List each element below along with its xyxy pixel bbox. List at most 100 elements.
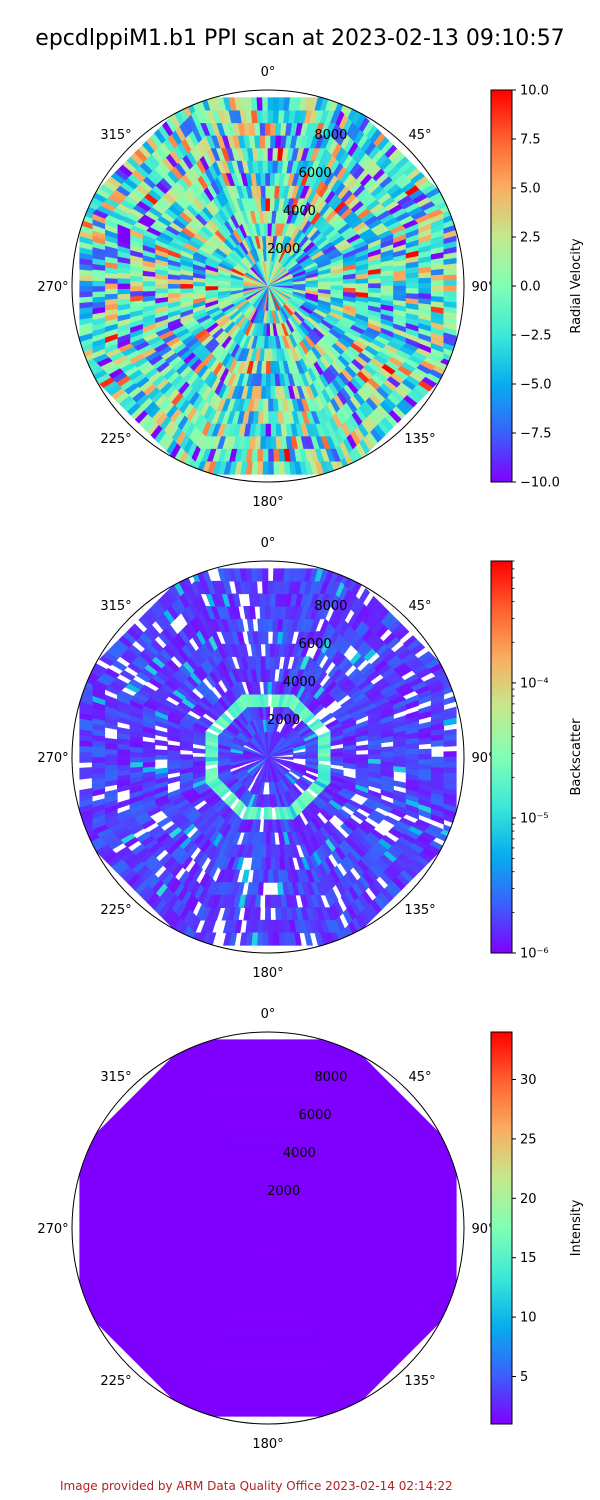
ppi-cell <box>262 869 269 883</box>
ppi-cell <box>272 448 280 463</box>
ppi-cell <box>267 97 274 111</box>
range-tick-label: 6000 <box>299 1108 332 1123</box>
ppi-cell <box>405 699 420 711</box>
polar-frame <box>71 1031 465 1425</box>
ppi-cell <box>264 122 272 136</box>
range-tick-label: 4000 <box>283 204 316 219</box>
ppi-cell <box>262 398 269 412</box>
ppi-cell <box>130 623 145 637</box>
ppi-cell <box>262 932 269 946</box>
ppi-cell <box>260 185 267 199</box>
ppi-cell <box>393 280 407 287</box>
ppi-cell <box>154 739 168 747</box>
ppi-cell <box>270 593 277 607</box>
ppi-cell <box>193 849 205 865</box>
colorbar-tick-label: −10.0 <box>520 476 560 491</box>
ppi-cell <box>262 109 269 124</box>
ppi-cell <box>250 857 258 871</box>
ppi-cell <box>91 761 106 769</box>
ppi-cell <box>262 97 269 111</box>
ppi-cell <box>189 1039 347 1053</box>
colorbar-tick-label: −7.5 <box>520 427 552 442</box>
colorbar-tick-label: 10⁻⁵ <box>520 812 549 827</box>
angle-tick-label: 135° <box>404 432 435 447</box>
ppi-cell <box>104 759 118 766</box>
ppi-cell <box>269 831 276 846</box>
ppi-cell <box>117 798 131 810</box>
ppi-cell <box>254 593 261 607</box>
ppi-cell <box>221 907 231 921</box>
ppi-cell <box>167 1185 181 1271</box>
ppi-cell <box>270 894 277 909</box>
range-tick-label: 4000 <box>283 675 316 690</box>
ppi-cell <box>225 1127 311 1141</box>
ppi-cell <box>272 932 280 946</box>
ppi-cell <box>194 1051 342 1066</box>
colorbar-tick-label: 2.5 <box>520 231 541 246</box>
colorbar-tick-label: 7.5 <box>520 133 541 148</box>
ppi-cell <box>129 756 143 763</box>
ppi-cell <box>352 810 368 822</box>
ppi-cell <box>265 668 271 683</box>
ppi-cell <box>142 741 156 748</box>
ppi-cell <box>282 656 291 670</box>
polar-frame <box>71 560 465 954</box>
colorbar-label: Radial Velocity <box>569 238 584 334</box>
ppi-cell <box>246 882 255 896</box>
ppi-cell <box>194 1390 342 1405</box>
ppi-cell <box>117 759 131 766</box>
ppi-cell <box>269 668 276 683</box>
ppi-cell <box>430 1154 445 1302</box>
ppi-cell <box>393 766 407 773</box>
ppi-cell <box>129 280 143 287</box>
ppi-cell <box>250 580 258 595</box>
ppi-cell <box>257 147 264 161</box>
figure-title: epcdlppiM1.b1 PPI scan at 2023-02-13 09:… <box>35 26 565 51</box>
ppi-cell <box>418 272 432 279</box>
ppi-cell <box>430 739 445 747</box>
ppi-cell <box>393 780 407 789</box>
ppi-cell <box>103 668 120 679</box>
ppi-cell <box>267 411 274 425</box>
colorbar <box>490 1031 513 1425</box>
ppi-cell <box>204 1201 219 1255</box>
ppi-cell <box>342 1191 357 1265</box>
ppi-cell <box>405 748 420 755</box>
ppi-cell <box>267 618 274 632</box>
ppi-cell <box>142 761 156 768</box>
ppi-cell <box>443 274 457 282</box>
ppi-cell <box>303 712 316 725</box>
ppi-cell <box>142 751 156 758</box>
ppi-cell <box>317 1201 332 1255</box>
angle-tick-label: 180° <box>252 495 283 510</box>
ppi-cell <box>358 587 370 604</box>
ppi-cell <box>316 669 328 685</box>
ppi-cell <box>270 423 277 438</box>
ppi-cell <box>418 737 432 745</box>
ppi-cell <box>272 461 280 475</box>
ppi-cell <box>330 760 344 767</box>
ppi-cell <box>267 932 274 946</box>
ppi-cell <box>79 296 93 304</box>
ppi-cell <box>257 631 264 645</box>
colorbar-label: Backscatter <box>569 718 584 796</box>
ppi-cell <box>142 280 156 287</box>
ppi-cell <box>269 360 276 375</box>
ppi-cell <box>368 754 382 760</box>
ppi-cell <box>117 753 131 761</box>
ppi-cell <box>317 752 332 758</box>
ppi-cell <box>265 706 271 720</box>
ppi-cell <box>430 274 445 282</box>
ppi-cell <box>154 287 168 294</box>
ppi-cell <box>129 285 143 292</box>
ppi-cell <box>418 277 432 284</box>
ppi-cell <box>79 751 93 758</box>
ppi-cell <box>264 894 272 909</box>
range-tick-label: 4000 <box>283 1146 316 1161</box>
ppi-cell <box>91 290 106 298</box>
ppi-cell <box>243 907 251 921</box>
ppi-cell <box>257 160 264 174</box>
ppi-cell <box>154 754 168 760</box>
ppi-cell <box>167 758 181 765</box>
ppi-cell <box>270 122 277 136</box>
